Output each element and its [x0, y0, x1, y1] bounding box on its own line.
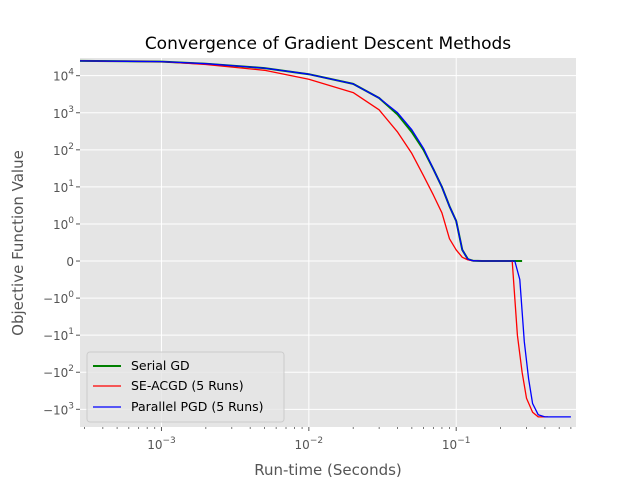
legend-box	[86, 351, 285, 423]
series-lines	[79, 59, 571, 418]
y-tick-exponent: 2	[68, 142, 74, 152]
y-tick-base: 0	[66, 255, 74, 269]
y-tick-label: 100	[53, 216, 74, 232]
x-tick-exponent: −3	[162, 436, 175, 446]
y-tick-label: −100	[43, 290, 74, 306]
y-tick-label: −103	[43, 401, 74, 417]
y-tick-base: 10	[53, 70, 68, 84]
y-tick-exponent: 0	[68, 290, 74, 300]
legend-label-serial-gd: Serial GD	[131, 358, 190, 373]
series-line-parallel-pgd	[79, 60, 571, 418]
x-axis-label: Run-time (Seconds)	[254, 461, 402, 479]
y-tick-exponent: 4	[68, 68, 74, 78]
legend-label-parallel-pgd: Parallel PGD (5 Runs)	[131, 399, 264, 414]
y-tick-exponent: 1	[68, 327, 74, 337]
y-tick-base: −10	[43, 329, 68, 343]
y-tick-label: −102	[43, 364, 74, 380]
x-tick-exponent: −1	[457, 436, 470, 446]
series-line-se-acgd	[79, 60, 548, 418]
y-tick-base: −10	[43, 366, 68, 380]
y-tick-exponent: 3	[68, 105, 74, 115]
x-axis-ticks: 10−3 10−2 10−1	[84, 427, 572, 452]
x-tick-label: 10−2	[295, 436, 324, 452]
y-tick-exponent: 1	[68, 179, 74, 189]
y-axis-label: Objective Function Value	[9, 150, 27, 336]
y-tick-base: 10	[53, 107, 68, 121]
x-tick-exponent: −2	[310, 436, 323, 446]
y-tick-label: 104	[53, 68, 74, 84]
y-tick-exponent: 0	[68, 216, 74, 226]
y-tick-label: 103	[53, 105, 74, 121]
y-tick-base: −10	[43, 292, 68, 306]
x-tick-base: 10	[147, 438, 162, 452]
y-tick-base: −10	[43, 403, 68, 417]
x-tick-label: 10−3	[147, 436, 176, 452]
x-tick-base: 10	[295, 438, 310, 452]
x-tick-base: 10	[442, 438, 457, 452]
y-tick-base: 10	[53, 181, 68, 195]
y-tick-base: 10	[53, 218, 68, 232]
y-tick-exponent: 2	[68, 364, 74, 374]
y-tick-label: 0	[66, 255, 74, 269]
y-tick-label: 101	[53, 179, 74, 195]
legend: Serial GD SE-ACGD (5 Runs) Parallel PGD …	[86, 351, 285, 423]
y-tick-label: 102	[53, 142, 74, 158]
y-tick-base: 10	[53, 144, 68, 158]
x-tick-label: 10−1	[442, 436, 471, 452]
y-tick-exponent: 3	[68, 401, 74, 411]
legend-label-se-acgd: SE-ACGD (5 Runs)	[131, 378, 244, 393]
y-tick-label: −101	[43, 327, 74, 343]
chart-title: Convergence of Gradient Descent Methods	[145, 34, 511, 54]
